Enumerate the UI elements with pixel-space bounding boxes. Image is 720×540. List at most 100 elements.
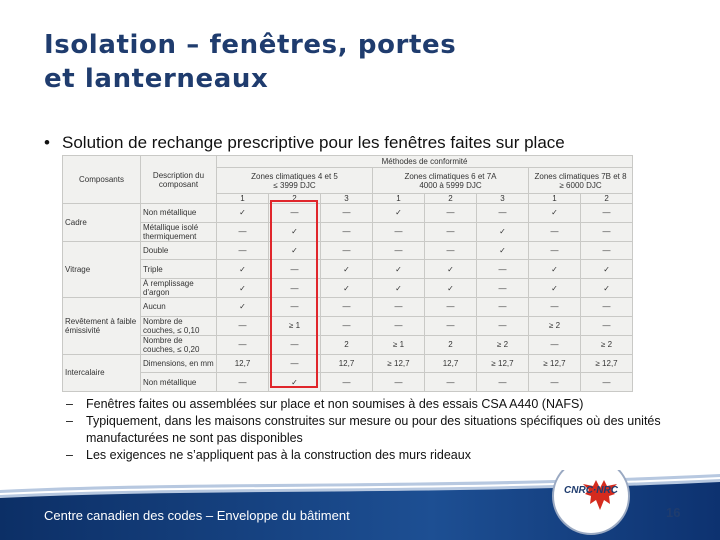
zone-name: Zones climatiques 6 et 7A — [404, 171, 497, 181]
value-cell: — — [424, 315, 477, 336]
description-cell: Triple — [140, 259, 217, 280]
value-cell: — — [528, 334, 581, 355]
method-number: 2 — [424, 193, 477, 204]
value-cell: — — [216, 221, 269, 242]
value-cell: 12,7 — [216, 353, 269, 374]
value-cell: 2 — [320, 334, 373, 355]
zone-range: ≤ 3999 DJC — [273, 180, 316, 190]
description-cell: Nombre de couches, ≤ 0,20 — [140, 334, 217, 355]
bullet-text: Solution de rechange prescriptive pour l… — [62, 133, 565, 152]
value-cell: ✓ — [424, 259, 477, 280]
footer-text: Centre canadien des codes – Enveloppe du… — [44, 508, 350, 523]
value-cell: — — [424, 203, 477, 223]
value-cell: ✓ — [320, 278, 373, 299]
value-cell: ✓ — [476, 221, 529, 242]
value-cell: ✓ — [216, 259, 269, 280]
component-cell: Vitrage — [62, 240, 141, 299]
description-cell: Double — [140, 240, 217, 261]
note: – Fenêtres faites ou assemblées sur place… — [66, 396, 666, 413]
method-number: 1 — [372, 193, 425, 204]
method-number: 1 — [528, 193, 581, 204]
header-cell: Composants — [62, 155, 141, 204]
value-cell: — — [372, 240, 425, 261]
description-cell: Aucun — [140, 297, 217, 317]
value-cell: — — [528, 221, 581, 242]
value-cell: — — [320, 221, 373, 242]
value-cell: — — [579, 297, 634, 317]
value-cell: — — [216, 240, 269, 261]
value-cell: ≥ 12,7 — [579, 353, 634, 374]
value-cell: ✓ — [528, 259, 581, 280]
zone-cell: Zones climatiques 7B et 8 ≥ 6000 DJC — [527, 167, 634, 194]
page-number: 16 — [666, 505, 681, 520]
value-cell: — — [372, 372, 425, 393]
value-cell: — — [320, 372, 373, 393]
value-cell: ✓ — [372, 203, 425, 223]
value-cell: — — [528, 240, 581, 261]
value-cell: — — [579, 315, 634, 336]
body-row: Métallique isolé thermiquement — ✓ — — — ✓ — — — [63, 221, 634, 242]
value-cell: — — [216, 372, 269, 393]
value-cell: ✓ — [528, 203, 581, 223]
component-cell: Revêtement à faible émissivité — [62, 297, 141, 355]
value-cell: — — [476, 315, 529, 336]
spec-table: Composants Description du composant Méthod… — [62, 155, 634, 393]
value-cell: — — [320, 297, 373, 317]
body-row: Vitrage Double — ✓ — — — ✓ — — — [62, 240, 634, 299]
component-cell: Cadre — [62, 203, 141, 242]
header-row: Zones climatiques 4 et 5 ≤ 3999 DJC Zones … — [63, 167, 634, 194]
logo-text: CNRC·NRC — [564, 485, 618, 496]
value-cell: — — [476, 278, 529, 299]
title-line: et lanterneaux — [44, 64, 269, 94]
note: – Typiquement, dans les maisons construit… — [66, 413, 666, 447]
value-cell: — — [320, 315, 373, 336]
value-cell: ✓ — [528, 278, 581, 299]
description-cell: Nombre de couches, ≤ 0,10 — [140, 315, 217, 336]
component-cell: Intercalaire — [62, 353, 141, 393]
value-cell: — — [216, 334, 269, 355]
value-cell: ✓ — [476, 240, 529, 261]
value-cell: ≥ 12,7 — [372, 353, 425, 374]
zone-range: ≥ 6000 DJC — [559, 180, 602, 190]
notes: – Fenêtres faites ou assemblées sur place… — [66, 396, 666, 464]
value-cell: 12,7 — [320, 353, 373, 374]
value-cell: ✓ — [216, 203, 269, 223]
value-cell: — — [372, 297, 425, 317]
value-cell: — — [579, 203, 634, 223]
body-row: Cadre Non métallique ✓ — — ✓ — — ✓ — — [62, 203, 634, 242]
bullet-dot: • — [44, 133, 50, 152]
header-cell: Description du composant — [140, 155, 217, 204]
body-row: Intercalaire Dimensions, en mm 12,7—12,7 ≥ … — [62, 353, 634, 393]
value-cell: — — [476, 259, 529, 280]
value-cell: — — [372, 315, 425, 336]
header-cell: Méthodes de conformité — [215, 155, 634, 168]
value-cell: ≥ 12,7 — [528, 353, 581, 374]
slide-title: Isolation – fenêtres, portes et lanterne… — [44, 28, 456, 96]
value-cell: ≥ 1 — [372, 334, 425, 355]
value-cell: ≥ 2 — [476, 334, 529, 355]
zone-name: Zones climatiques 4 et 5 — [251, 171, 338, 181]
value-cell: — — [528, 297, 581, 317]
value-cell: ✓ — [216, 297, 269, 317]
body-row: Triple ✓ — ✓ ✓ ✓ — ✓ ✓ — [63, 259, 634, 280]
body-row: À remplissage d'argon ✓ — ✓ ✓ ✓ — ✓ ✓ — [63, 278, 634, 299]
header-row: Composants Description du composant Méthod… — [62, 155, 634, 204]
value-cell: — — [476, 372, 529, 393]
note-text: Les exigences ne s’appliquent pas à la c… — [86, 448, 471, 462]
value-cell: — — [476, 203, 529, 223]
body-row: Revêtement à faible émissivité Aucun ✓ — — — —… — [62, 297, 634, 355]
value-cell: — — [528, 372, 581, 393]
note-dash: – — [66, 414, 73, 428]
bullet: • Solution de rechange prescriptive pour … — [44, 133, 565, 153]
value-cell: — — [424, 372, 477, 393]
description-cell: À remplissage d'argon — [140, 278, 217, 299]
body-row: Nombre de couches, ≤ 0,10— ≥ 1— — — — ≥ 2— — [63, 315, 634, 336]
description-cell: Non métallique — [140, 203, 217, 223]
highlight-box — [270, 200, 318, 388]
value-cell: ≥ 2 — [528, 315, 581, 336]
value-cell: 2 — [424, 334, 477, 355]
footer-art — [0, 470, 720, 540]
zone-cell: Zones climatiques 6 et 7A 4000 à 5999 DJC — [372, 167, 529, 194]
